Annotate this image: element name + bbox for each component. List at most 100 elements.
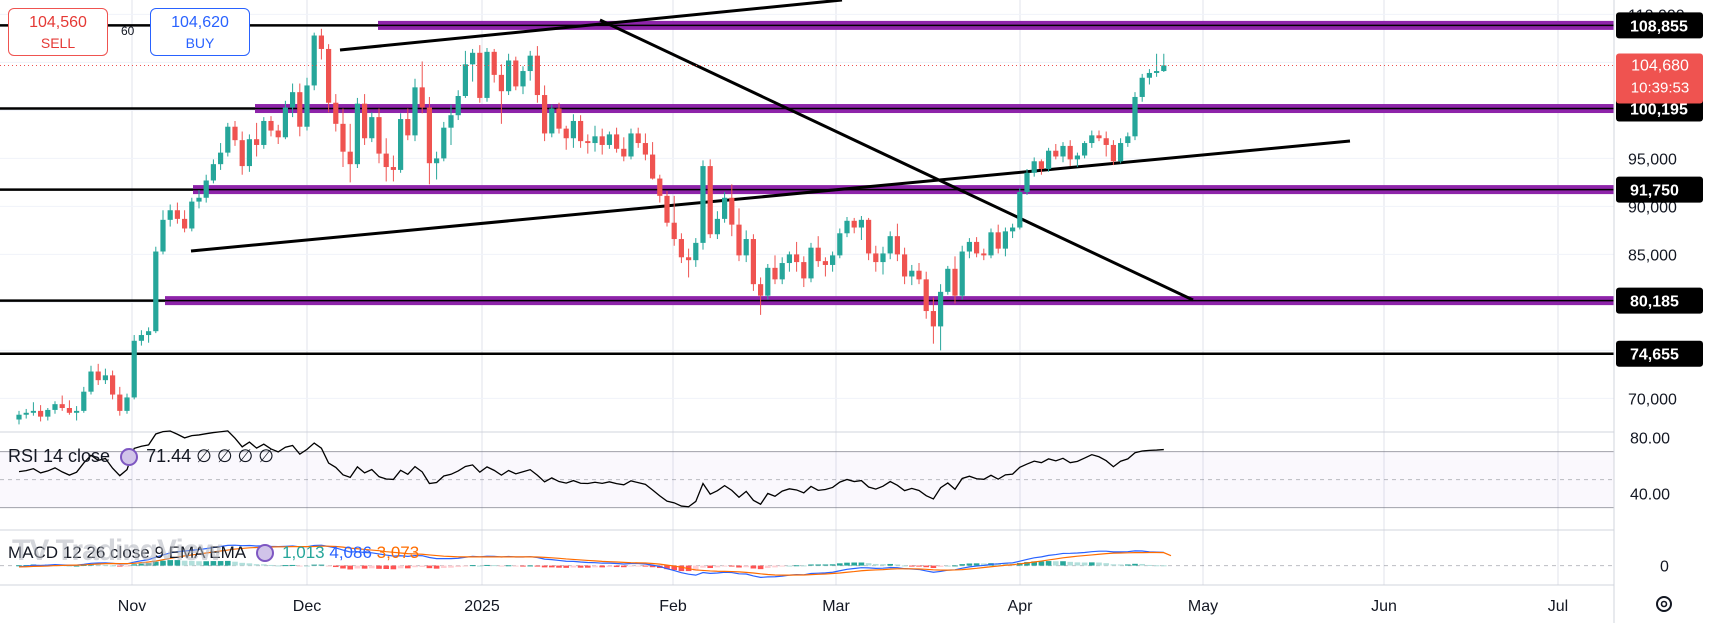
candle[interactable] (333, 94, 339, 132)
candle[interactable] (362, 94, 368, 145)
candle[interactable] (282, 100, 288, 140)
candle[interactable] (390, 155, 396, 182)
candle[interactable] (1074, 152, 1080, 168)
candle[interactable] (578, 115, 584, 148)
candles[interactable] (16, 28, 1167, 425)
candle[interactable] (117, 386, 123, 416)
candle[interactable] (30, 402, 36, 416)
candle[interactable] (729, 184, 735, 237)
candle[interactable] (664, 191, 670, 227)
candle[interactable] (542, 85, 548, 142)
trend-lines[interactable] (190, 0, 1351, 302)
candle[interactable] (419, 61, 425, 114)
candle[interactable] (246, 134, 252, 172)
candle[interactable] (275, 124, 281, 144)
candle[interactable] (484, 48, 490, 102)
candle[interactable] (750, 234, 756, 291)
macd-legend[interactable]: MACD 12 26 close 9 EMA EMA 1,013 4,086 3,… (8, 543, 419, 563)
candle[interactable] (707, 159, 713, 239)
candle[interactable] (714, 211, 720, 240)
candle[interactable] (686, 248, 692, 278)
candle[interactable] (909, 264, 915, 286)
candle[interactable] (218, 143, 224, 170)
candle[interactable] (693, 238, 699, 267)
candle[interactable] (981, 248, 987, 261)
candle[interactable] (261, 117, 267, 149)
candle[interactable] (830, 251, 836, 272)
candle[interactable] (102, 368, 108, 384)
candle[interactable] (1010, 223, 1016, 239)
candle[interactable] (815, 236, 821, 267)
candle[interactable] (952, 256, 958, 304)
candle[interactable] (59, 395, 65, 411)
candle[interactable] (1146, 69, 1152, 85)
candle[interactable] (1132, 92, 1138, 141)
candle[interactable] (1139, 73, 1145, 102)
candle[interactable] (153, 246, 159, 334)
candle[interactable] (1024, 168, 1030, 195)
candle[interactable] (894, 223, 900, 262)
candle[interactable] (794, 241, 800, 272)
candle[interactable] (628, 128, 634, 160)
candle[interactable] (304, 77, 310, 131)
rsi-pane[interactable] (0, 430, 1614, 509)
candle[interactable] (405, 108, 411, 141)
candle[interactable] (974, 237, 980, 258)
candle[interactable] (779, 257, 785, 285)
candle[interactable] (585, 134, 591, 154)
candle[interactable] (311, 32, 317, 91)
candle[interactable] (851, 217, 857, 234)
candle[interactable] (318, 28, 324, 60)
candle[interactable] (491, 48, 497, 83)
visibility-icon[interactable] (120, 448, 139, 466)
candle[interactable] (1161, 53, 1167, 72)
candle[interactable] (837, 228, 843, 259)
candle[interactable] (225, 122, 231, 157)
candle[interactable] (887, 231, 893, 260)
candle[interactable] (38, 405, 44, 422)
candle[interactable] (995, 224, 1001, 254)
candle[interactable] (412, 78, 418, 142)
candle[interactable] (477, 45, 483, 103)
candle[interactable] (534, 46, 540, 103)
candle[interactable] (203, 174, 209, 203)
candle[interactable] (1060, 142, 1066, 163)
candle[interactable] (146, 327, 152, 343)
candle[interactable] (866, 217, 872, 261)
candle[interactable] (945, 265, 951, 295)
macd-pane[interactable] (0, 544, 1614, 579)
candle[interactable] (671, 195, 677, 246)
candle[interactable] (556, 102, 562, 134)
macd-signal-line[interactable] (18, 545, 1172, 576)
settings-gear-icon[interactable] (1656, 596, 1672, 612)
candle[interactable] (1017, 188, 1023, 230)
candle[interactable] (398, 113, 404, 173)
candle[interactable] (822, 257, 828, 277)
candle[interactable] (160, 210, 166, 255)
candle[interactable] (441, 121, 447, 162)
candle[interactable] (23, 408, 29, 419)
candle[interactable] (1125, 132, 1131, 147)
candle[interactable] (513, 56, 519, 91)
candle[interactable] (498, 64, 504, 124)
candle[interactable] (383, 138, 389, 182)
candle[interactable] (131, 335, 137, 400)
candle[interactable] (938, 284, 944, 351)
candle[interactable] (74, 406, 80, 421)
candle[interactable] (138, 330, 144, 346)
candle[interactable] (930, 297, 936, 344)
candle[interactable] (520, 66, 526, 95)
candle[interactable] (1031, 157, 1037, 177)
candle[interactable] (923, 271, 929, 319)
candle[interactable] (844, 216, 850, 238)
candle[interactable] (95, 363, 101, 385)
candle[interactable] (786, 251, 792, 272)
candle[interactable] (808, 242, 814, 283)
candle[interactable] (376, 108, 382, 164)
candle[interactable] (858, 216, 864, 240)
candle[interactable] (678, 233, 684, 264)
candle[interactable] (599, 128, 605, 155)
candle[interactable] (1046, 147, 1052, 172)
candle[interactable] (772, 255, 778, 285)
